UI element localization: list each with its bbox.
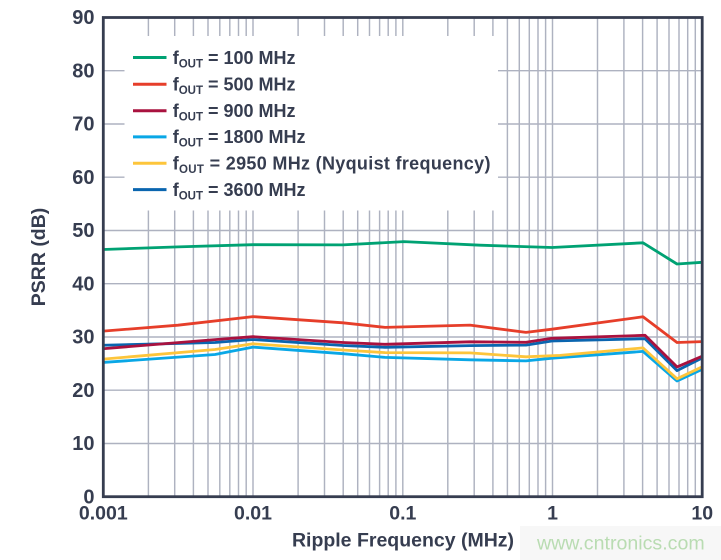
svg-text:20: 20 xyxy=(72,380,94,402)
svg-text:fOUT = 3600 MHz: fOUT = 3600 MHz xyxy=(173,180,306,203)
svg-text:Ripple Frequency (MHz): Ripple Frequency (MHz) xyxy=(292,530,514,552)
svg-text:50: 50 xyxy=(72,220,94,242)
svg-text:30: 30 xyxy=(72,327,94,349)
svg-text:60: 60 xyxy=(72,167,94,189)
svg-text:1: 1 xyxy=(547,503,558,525)
svg-text:0.001: 0.001 xyxy=(79,503,128,525)
svg-text:fOUT = 1800 MHz: fOUT = 1800 MHz xyxy=(173,127,306,150)
svg-text:fOUT = 500 MHz: fOUT = 500 MHz xyxy=(173,75,296,98)
svg-text:0.01: 0.01 xyxy=(234,503,272,525)
svg-text:40: 40 xyxy=(72,273,94,295)
svg-text:0.1: 0.1 xyxy=(389,503,416,525)
svg-text:90: 90 xyxy=(72,7,94,29)
svg-text:0: 0 xyxy=(83,486,94,508)
svg-text:fOUT = 2950 MHz (Nyquist frequ: fOUT = 2950 MHz (Nyquist frequency) xyxy=(173,154,491,177)
svg-text:fOUT = 100 MHz: fOUT = 100 MHz xyxy=(173,48,296,71)
svg-text:70: 70 xyxy=(72,114,94,136)
svg-text:www.cntronics.com: www.cntronics.com xyxy=(536,533,705,555)
svg-text:10: 10 xyxy=(691,503,713,525)
svg-text:fOUT = 900 MHz: fOUT = 900 MHz xyxy=(173,101,296,124)
svg-text:80: 80 xyxy=(72,60,94,82)
svg-text:PSRR (dB): PSRR (dB) xyxy=(28,208,50,307)
svg-text:10: 10 xyxy=(72,433,94,455)
